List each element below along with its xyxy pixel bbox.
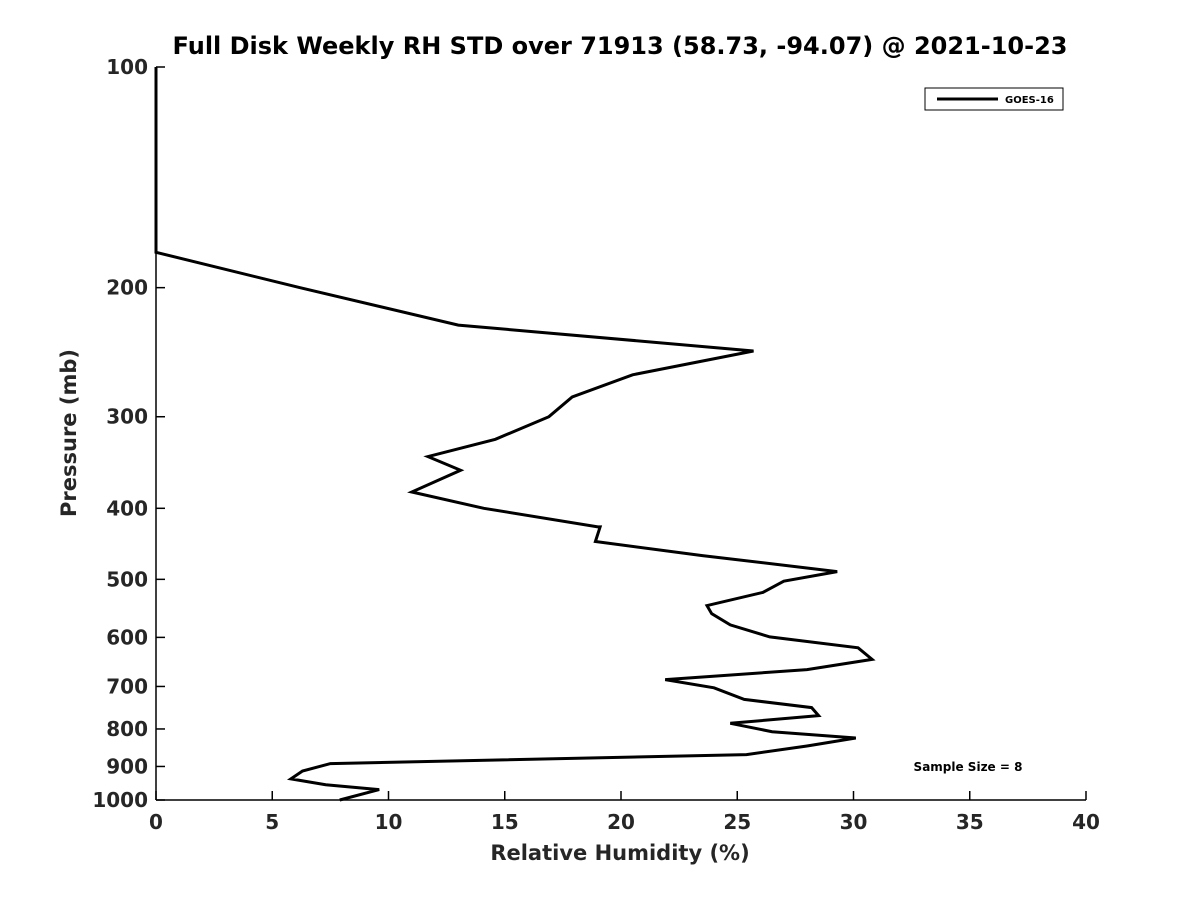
legend: GOES-16	[924, 87, 1064, 111]
y-axis-ticks: 100 200 300 400 500 600 700 800 900 1000	[92, 55, 165, 812]
y-axis-label: Pressure (mb)	[57, 349, 81, 517]
chart-title: Full Disk Weekly RH STD over 71913 (58.7…	[173, 32, 1068, 60]
y-tick-label: 500	[106, 567, 148, 591]
x-tick-label: 35	[956, 810, 984, 834]
series-line-goes16	[154, 67, 876, 802]
x-tick-label: 15	[491, 810, 519, 834]
x-tick-label: 0	[149, 810, 163, 834]
y-tick-label: 300	[106, 405, 148, 429]
y-tick-label: 900	[106, 754, 148, 778]
x-tick-label: 30	[840, 810, 868, 834]
y-tick-label: 1000	[92, 788, 148, 812]
sample-size-annotation: Sample Size = 8	[914, 760, 1023, 774]
x-tick-label: 25	[723, 810, 751, 834]
x-tick-label: 40	[1072, 810, 1100, 834]
x-tick-label: 5	[265, 810, 279, 834]
y-tick-label: 800	[106, 717, 148, 741]
y-tick-label: 700	[106, 674, 148, 698]
legend-label-goes16: GOES-16	[1005, 95, 1054, 106]
x-axis-label: Relative Humidity (%)	[490, 841, 749, 865]
y-tick-label: 100	[106, 55, 148, 79]
x-axis-ticks: 0 5 10 15 20 25 30 35 40	[149, 791, 1100, 834]
y-tick-label: 200	[106, 276, 148, 300]
y-tick-label: 600	[106, 625, 148, 649]
x-tick-label: 10	[375, 810, 403, 834]
x-tick-label: 20	[607, 810, 635, 834]
y-tick-label: 400	[106, 496, 148, 520]
